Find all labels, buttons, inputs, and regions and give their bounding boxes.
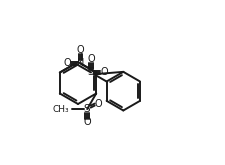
Text: O: O [87,54,94,65]
Text: O: O [83,117,91,127]
Text: N: N [76,59,84,68]
Text: S: S [83,104,90,114]
Text: O: O [94,99,101,109]
Text: O: O [76,46,84,55]
Text: CH₃: CH₃ [52,105,69,114]
Text: O: O [100,67,107,78]
Text: O: O [63,59,71,68]
Text: S: S [87,67,94,78]
